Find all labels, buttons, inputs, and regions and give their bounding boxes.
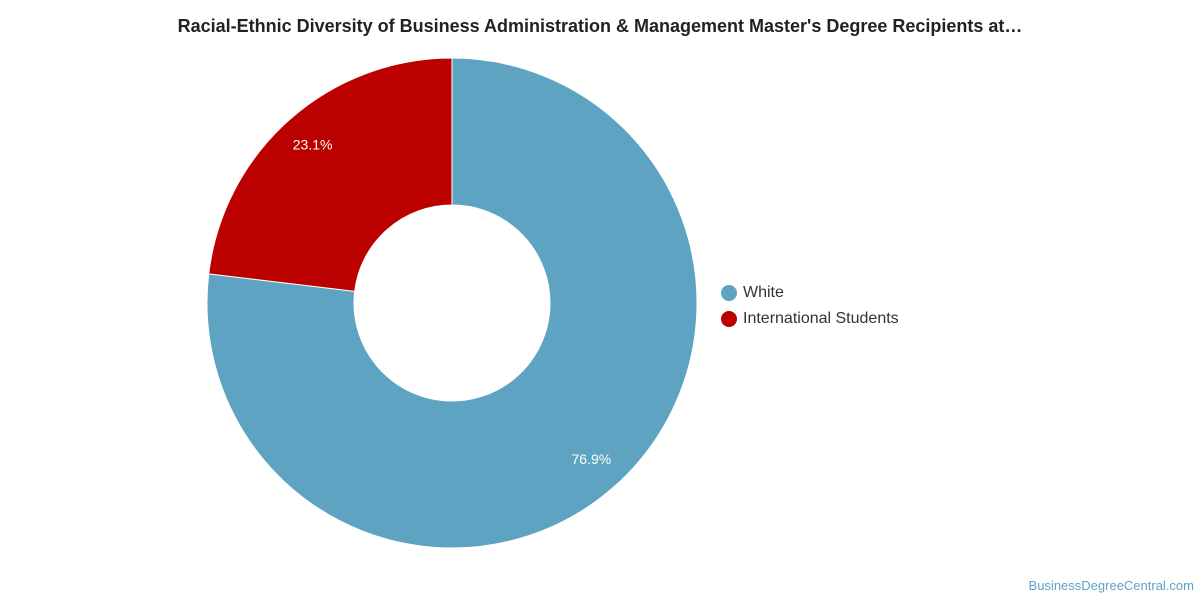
chart-title: Racial-Ethnic Diversity of Business Admi… <box>177 16 1023 36</box>
legend-swatch-international-students <box>721 311 737 327</box>
legend-item-white[interactable]: White <box>721 280 899 306</box>
legend-item-international-students[interactable]: International Students <box>721 306 899 332</box>
legend-swatch-white <box>721 285 737 301</box>
legend-label-white: White <box>743 284 784 301</box>
legend: White International Students <box>721 280 899 332</box>
slice-international-students[interactable] <box>208 57 453 292</box>
slice-label-international-students: 23.1% <box>293 137 333 153</box>
slice-white[interactable] <box>206 57 698 549</box>
watermark-link[interactable]: BusinessDegreeCentral.com <box>1028 578 1194 593</box>
slice-label-white: 76.9% <box>572 451 612 467</box>
legend-label-international-students: International Students <box>743 310 899 327</box>
